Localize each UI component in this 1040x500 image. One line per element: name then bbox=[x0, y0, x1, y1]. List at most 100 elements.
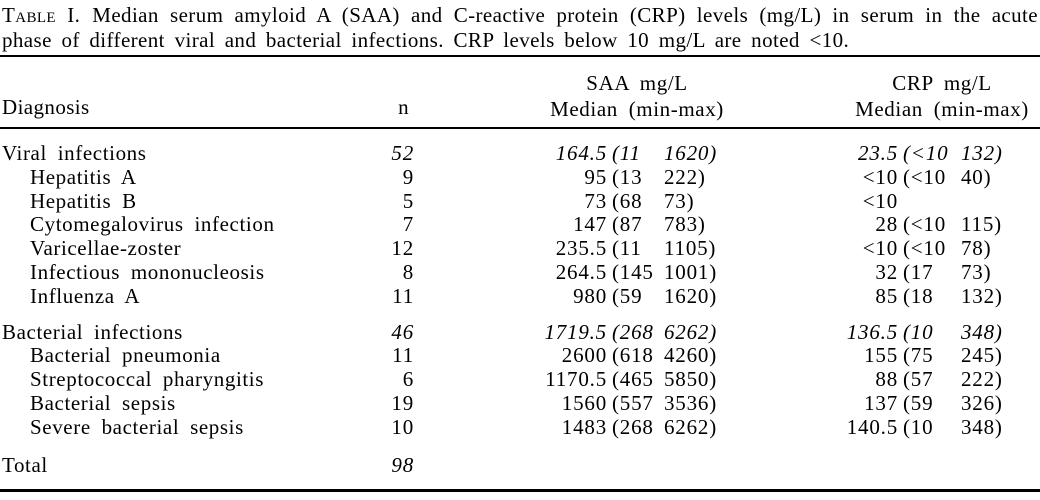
n-value: 10 bbox=[391, 414, 414, 439]
n-value: 6 bbox=[402, 367, 414, 392]
crp-min: (18 bbox=[903, 283, 934, 308]
saa-max: 6262) bbox=[664, 319, 717, 344]
crp-max: 115) bbox=[961, 212, 1002, 237]
table-row: Varicellae-zoster 12 235.5 (11 1105) <10… bbox=[0, 236, 1040, 261]
diagnosis-label: Bacterial pneumonia bbox=[30, 343, 221, 368]
crp-min: (<10 bbox=[903, 236, 947, 261]
saa-min: (465 bbox=[612, 367, 654, 392]
saa-min: (68 bbox=[612, 188, 643, 213]
header-saa-subtitle: Median (min-max) bbox=[550, 97, 724, 121]
crp-max: 326) bbox=[961, 390, 1003, 415]
saa-median: 95 bbox=[584, 164, 607, 189]
diagnosis-label: Cytomegalovirus infection bbox=[30, 212, 275, 237]
crp-median: <10 bbox=[862, 236, 898, 261]
table-row: Bacterial sepsis 19 1560 (557 3536) 137 … bbox=[0, 390, 1040, 416]
saa-median: 2600 bbox=[561, 343, 607, 368]
saa-min: (268 bbox=[612, 414, 654, 439]
saa-max: 1001) bbox=[664, 259, 717, 284]
diagnosis-label: Streptococcal pharyngitis bbox=[30, 367, 265, 392]
crp-min: (<10 bbox=[903, 212, 947, 237]
n-value: 12 bbox=[391, 236, 414, 261]
crp-max: 222) bbox=[961, 367, 1003, 392]
crp-median: 140.5 bbox=[846, 414, 898, 439]
saa-median: 1170.5 bbox=[545, 367, 607, 392]
crp-min: (10 bbox=[903, 414, 934, 439]
table-row: Total 98 bbox=[0, 452, 1040, 478]
crp-max bbox=[958, 190, 1035, 214]
table-row: Streptococcal pharyngitis 6 1170.5 (465 … bbox=[0, 367, 1040, 392]
saa-median: 980 bbox=[573, 283, 607, 308]
saa-median: 164.5 bbox=[555, 141, 607, 165]
header-saa: SAA mg/L Median (min-max) bbox=[467, 70, 807, 122]
saa-max: 73) bbox=[664, 188, 695, 213]
table-row: Cytomegalovirus infection 7 147 (87 783)… bbox=[0, 213, 1040, 237]
n-value: 5 bbox=[402, 188, 414, 213]
header-saa-title: SAA mg/L bbox=[586, 71, 688, 95]
table-body: Viral infections 52 164.5 (11 1620) 23.5… bbox=[0, 129, 1040, 489]
n-value: 7 bbox=[402, 212, 414, 237]
saa-max: 222) bbox=[664, 164, 706, 189]
crp-median: 136.5 bbox=[846, 319, 898, 344]
crp-median: 32 bbox=[875, 259, 898, 284]
diagnosis-label: Bacterial sepsis bbox=[30, 390, 176, 415]
saa-median: 73 bbox=[584, 188, 607, 213]
table-rule-header bbox=[0, 127, 1040, 129]
crp-min: (57 bbox=[903, 367, 934, 392]
diagnosis-label: Viral infections bbox=[2, 141, 147, 165]
n-value: 98 bbox=[391, 452, 414, 477]
crp-min: (<10 bbox=[903, 141, 949, 165]
saa-max: 6262) bbox=[664, 414, 717, 439]
crp-median: 137 bbox=[864, 390, 898, 415]
diagnosis-label: Hepatitis A bbox=[30, 164, 137, 189]
saa-max bbox=[664, 454, 724, 478]
saa-min: (268 bbox=[612, 319, 654, 344]
saa-max: 1105) bbox=[664, 236, 717, 261]
crp-median: 85 bbox=[875, 283, 898, 308]
saa-median: 1560 bbox=[561, 390, 607, 415]
n-value: 11 bbox=[392, 343, 414, 368]
crp-max bbox=[958, 454, 1035, 478]
header-crp-subtitle: Median (min-max) bbox=[855, 97, 1029, 121]
diagnosis-label: Varicellae-zoster bbox=[30, 236, 182, 261]
n-value: 11 bbox=[392, 283, 414, 308]
crp-median: <10 bbox=[862, 188, 898, 213]
diagnosis-label: Total bbox=[2, 452, 48, 477]
n-value: 9 bbox=[402, 164, 414, 189]
n-value: 52 bbox=[391, 141, 414, 165]
saa-max: 4260) bbox=[664, 343, 717, 368]
crp-min: (10 bbox=[903, 319, 934, 344]
caption-line-2: phase of different viral and bacterial i… bbox=[2, 28, 1038, 53]
header-crp-title: CRP mg/L bbox=[892, 71, 992, 95]
saa-median bbox=[417, 454, 607, 478]
crp-min: (17 bbox=[903, 259, 934, 284]
diagnosis-label: Influenza A bbox=[30, 283, 141, 308]
crp-median: 88 bbox=[875, 367, 898, 392]
header-n: n bbox=[398, 95, 409, 119]
caption-line-1: Table I. Median serum amyloid A (SAA) and… bbox=[2, 3, 1038, 28]
table-header: Diagnosis n SAA mg/L Median (min-max) CR… bbox=[0, 57, 1040, 127]
table-row: Hepatitis A 9 95 (13 222) <10 (<10 40) bbox=[0, 164, 1040, 190]
diagnosis-label: Infectious mononucleosis bbox=[30, 259, 265, 284]
saa-min: (59 bbox=[612, 283, 643, 308]
saa-max: 5850) bbox=[664, 367, 717, 392]
header-diagnosis: Diagnosis bbox=[2, 95, 90, 119]
n-value: 19 bbox=[391, 390, 414, 415]
crp-max: 348) bbox=[961, 414, 1003, 439]
saa-min: (618 bbox=[612, 343, 654, 368]
table-row: Viral infections 52 164.5 (11 1620) 23.5… bbox=[0, 141, 1040, 166]
saa-min: (11 bbox=[612, 236, 642, 261]
diagnosis-label: Hepatitis B bbox=[30, 188, 137, 213]
crp-min: (59 bbox=[903, 390, 934, 415]
crp-median bbox=[724, 454, 898, 478]
crp-max: 132) bbox=[961, 141, 1003, 165]
table-row: Infectious mononucleosis 8 264.5 (145 10… bbox=[0, 259, 1040, 285]
crp-median: <10 bbox=[862, 164, 898, 189]
diagnosis-label: Severe bacterial sepsis bbox=[30, 414, 244, 439]
saa-median: 1483 bbox=[561, 414, 607, 439]
saa-median: 264.5 bbox=[555, 259, 607, 284]
caption-text-1: Median serum amyloid A (SAA) and C-react… bbox=[92, 3, 1038, 27]
table-number-label: Table I. bbox=[2, 3, 81, 27]
diagnosis-label: Bacterial infections bbox=[2, 319, 183, 344]
crp-max: 40) bbox=[961, 164, 992, 189]
